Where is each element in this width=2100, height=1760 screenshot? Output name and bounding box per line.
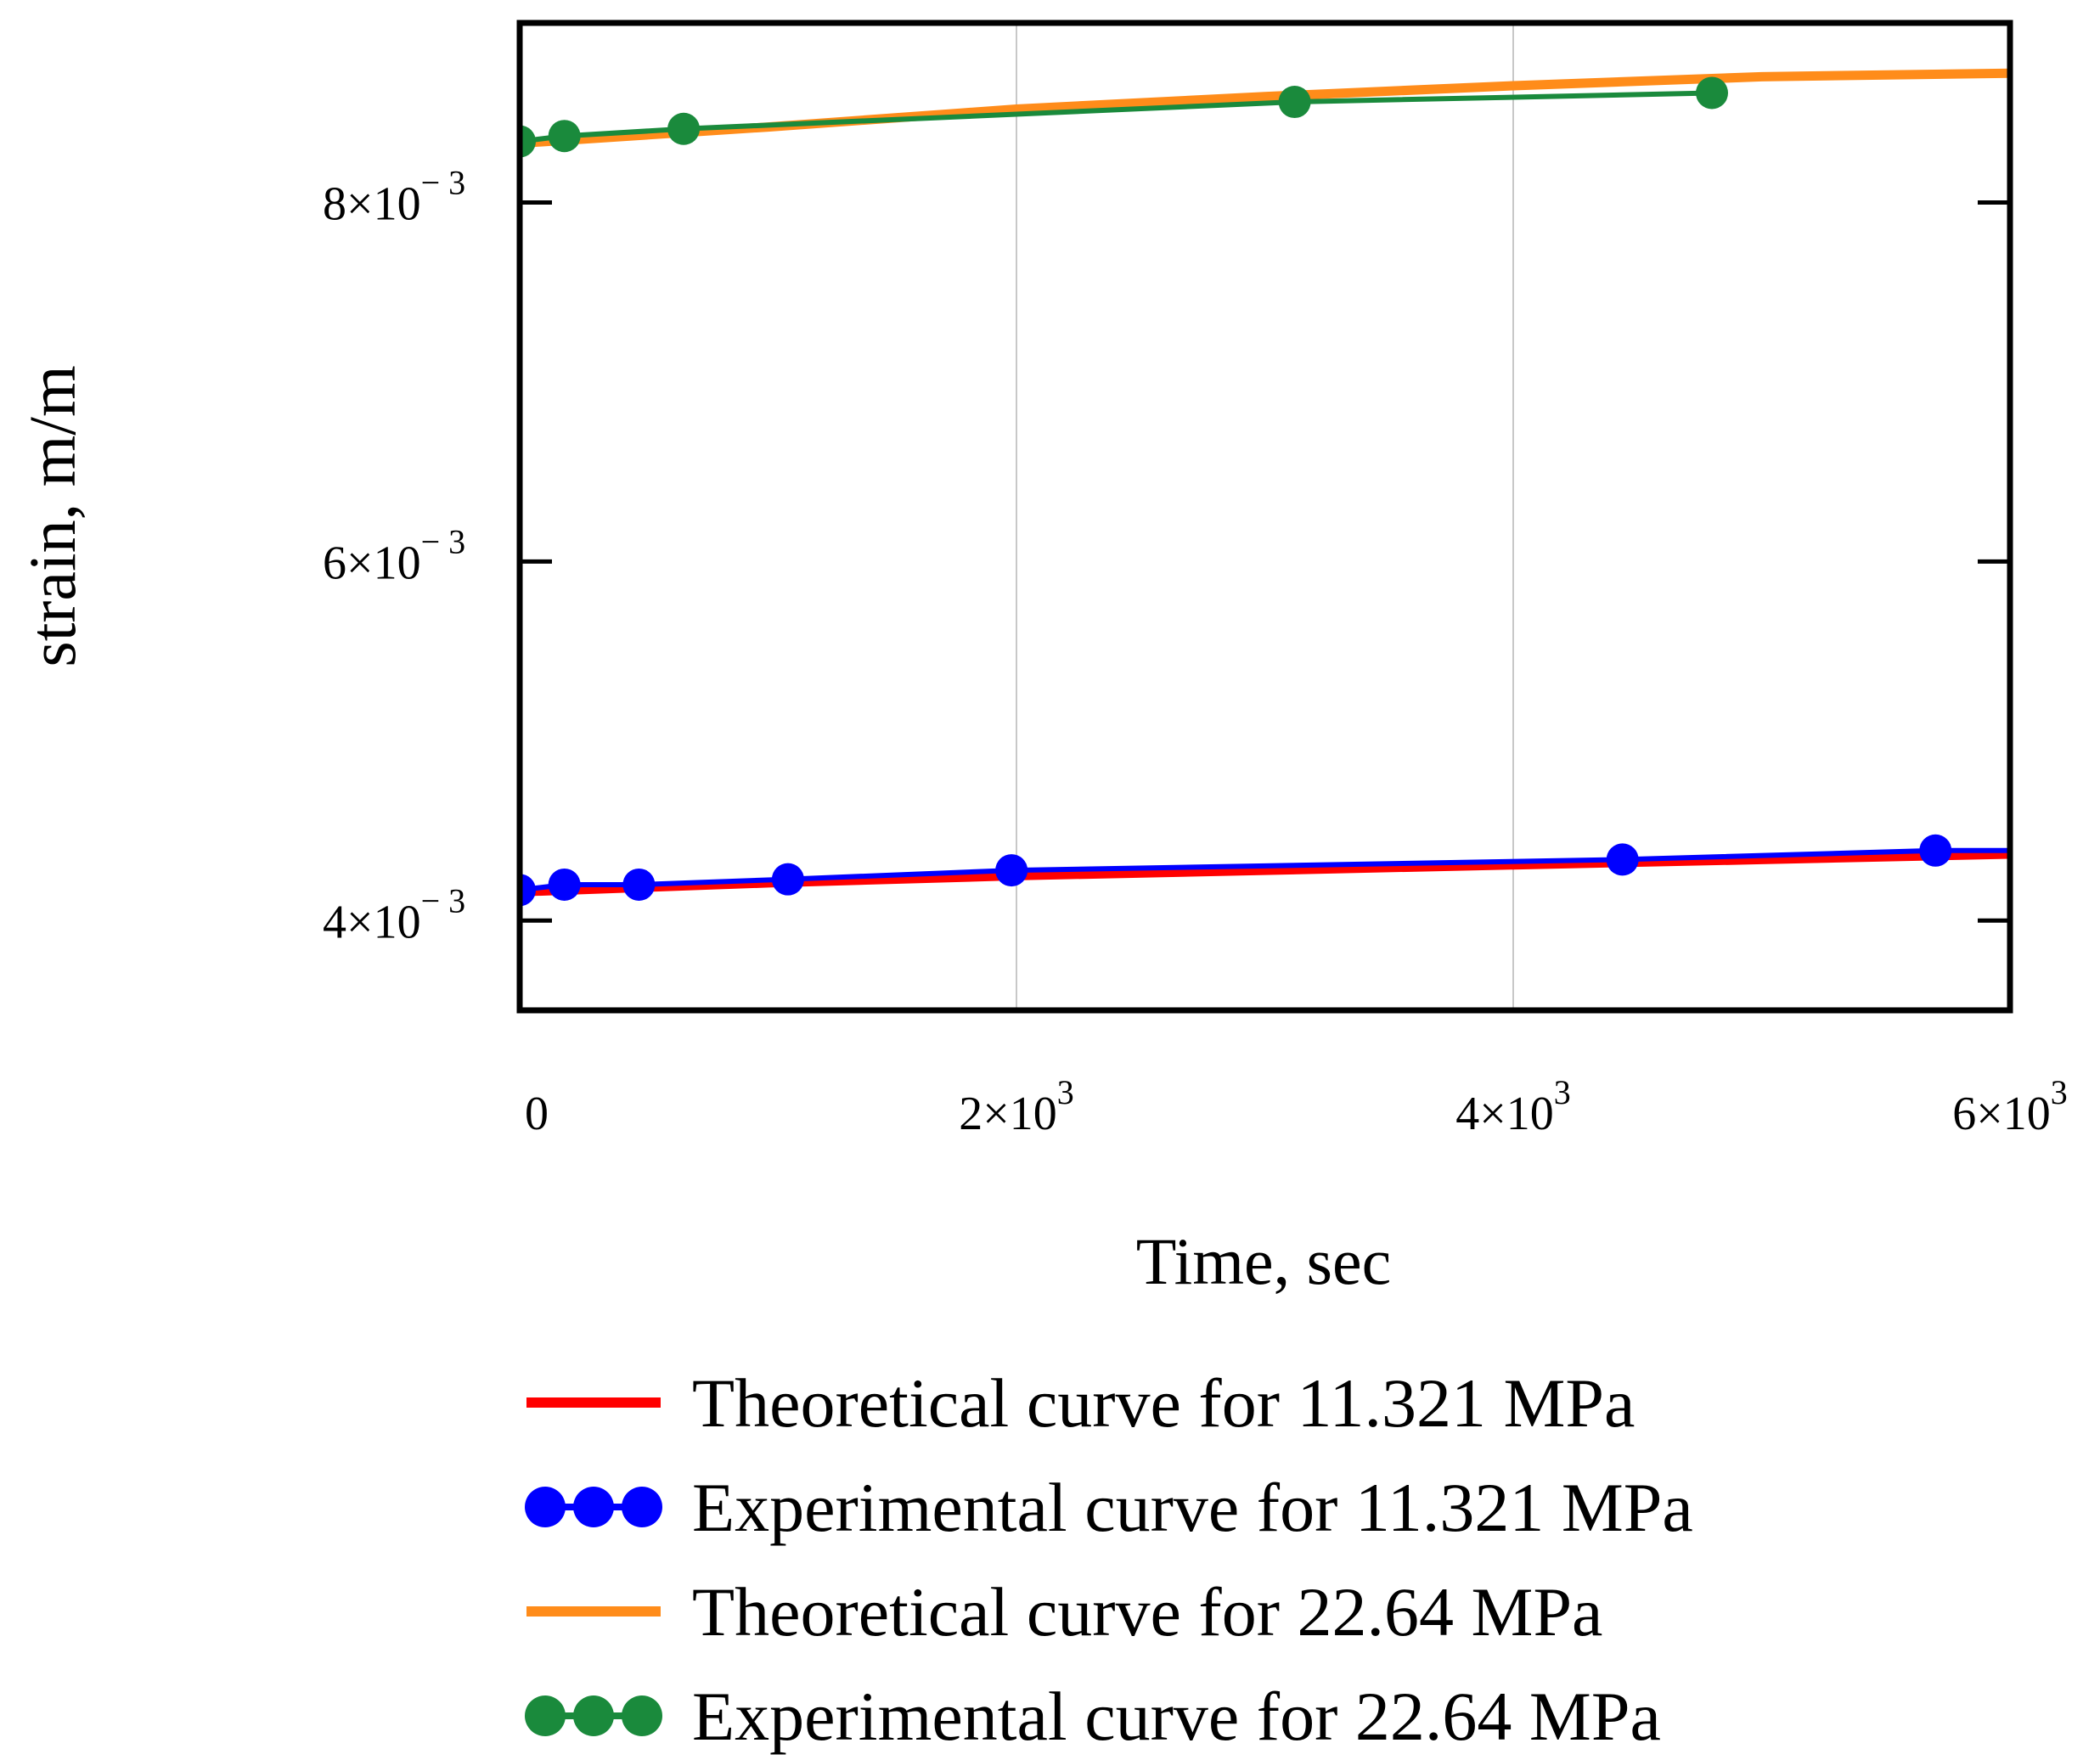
legend-swatch-marker bbox=[573, 1695, 614, 1736]
legend-label-2: Experimental curve for 11.321 MPa bbox=[692, 1469, 1693, 1546]
data-point bbox=[771, 863, 804, 896]
data-point bbox=[622, 868, 656, 901]
x-tick-label: 6×103 bbox=[1952, 1073, 2068, 1140]
x-tick-label: 0 bbox=[525, 1088, 549, 1140]
series-layer bbox=[520, 68, 2010, 907]
legend-swatch-marker bbox=[622, 1487, 662, 1527]
y-tick-label-exponent: − 3 bbox=[421, 881, 466, 919]
y-tick-label: 4×10− 3 bbox=[323, 881, 465, 948]
data-point bbox=[548, 120, 581, 153]
y-tick-label-base: 8×10 bbox=[323, 177, 421, 230]
y-tick-label-base: 6×10 bbox=[323, 537, 421, 589]
plot-frame bbox=[516, 20, 2013, 1014]
data-point bbox=[667, 112, 701, 145]
x-axis-title: Time, sec bbox=[1136, 1224, 1391, 1298]
x-tick-label-exponent: 3 bbox=[2051, 1073, 2068, 1111]
data-point bbox=[548, 868, 581, 901]
data-point bbox=[1606, 843, 1639, 876]
y-axis-title: strain, m/m bbox=[15, 365, 89, 666]
legend-swatch-marker bbox=[573, 1487, 614, 1527]
data-point bbox=[1278, 86, 1311, 119]
x-tick-label: 2×103 bbox=[959, 1073, 1074, 1140]
legend-swatch-marker bbox=[525, 1695, 566, 1736]
legend-label-1: Theoretical curve for 11.321 MPa bbox=[692, 1364, 1635, 1442]
y-tick-label: 6×10− 3 bbox=[323, 522, 465, 589]
y-tick-label-exponent: − 3 bbox=[421, 163, 466, 201]
series-line-3 bbox=[520, 68, 2010, 149]
data-point bbox=[995, 854, 1028, 887]
y-tick-label-base: 4×10 bbox=[323, 896, 421, 948]
data-point bbox=[1919, 834, 1952, 867]
x-gridlines bbox=[1016, 23, 1514, 1010]
series-line-1 bbox=[520, 849, 2010, 897]
x-tick-label-base: 6×10 bbox=[1952, 1088, 2051, 1140]
data-point bbox=[520, 874, 536, 907]
legend-swatch-marker bbox=[622, 1695, 662, 1736]
x-tick-label: 4×103 bbox=[1455, 1073, 1571, 1140]
x-tick-label-exponent: 3 bbox=[1057, 1073, 1074, 1111]
data-point bbox=[1696, 76, 1728, 110]
axis-ticks bbox=[520, 200, 2010, 923]
legend-label-4: Experimental curve for 22.64 MPa bbox=[692, 1678, 1661, 1755]
legend-label-3: Theoretical curve for 22.64 MPa bbox=[692, 1573, 1602, 1650]
x-tick-label-base: 2×10 bbox=[959, 1088, 1057, 1140]
x-tick-label-base: 4×10 bbox=[1455, 1088, 1554, 1140]
y-tick-label-exponent: − 3 bbox=[421, 522, 466, 560]
data-point bbox=[520, 125, 536, 158]
y-tick-label: 8×10− 3 bbox=[323, 163, 465, 230]
x-tick-label-exponent: 3 bbox=[1554, 1073, 1571, 1111]
legend: Theoretical curve for 11.321 MPa Experime… bbox=[525, 1364, 1693, 1755]
legend-swatch-marker bbox=[525, 1487, 566, 1527]
